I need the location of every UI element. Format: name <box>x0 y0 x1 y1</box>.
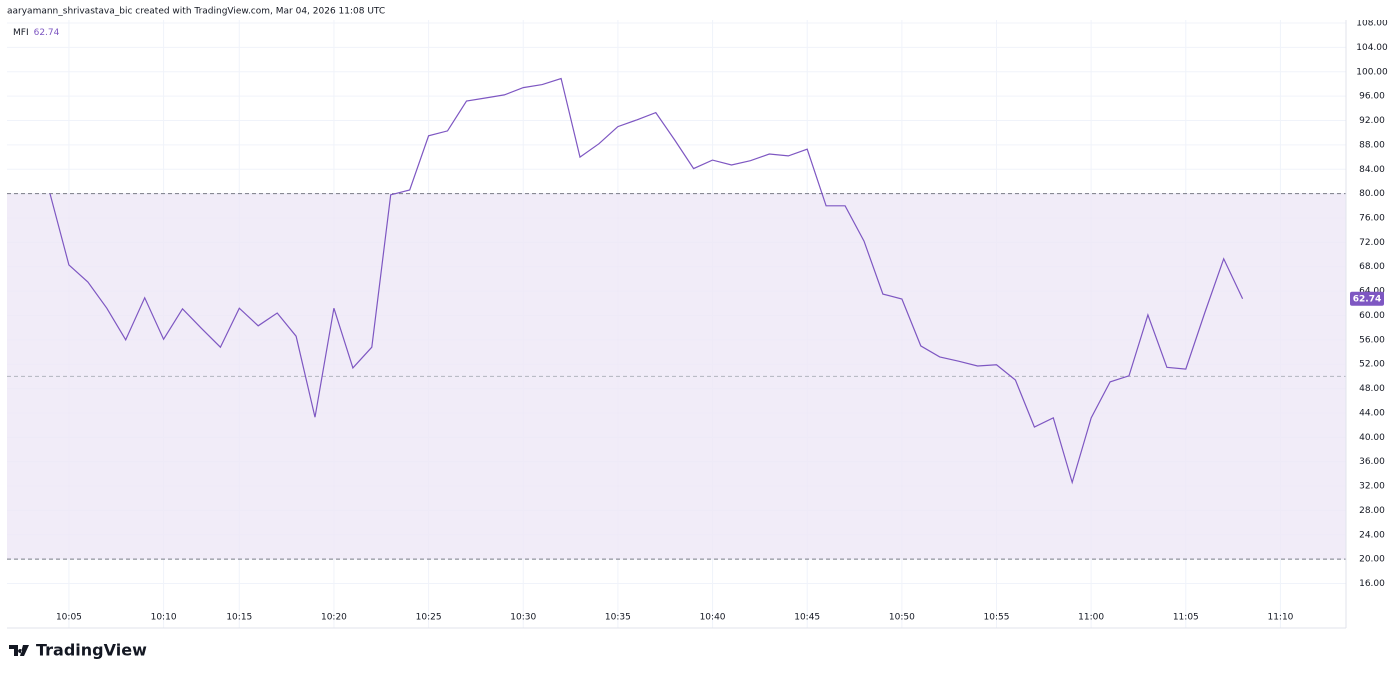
y-tick-label: 40.00 <box>1359 433 1385 443</box>
y-tick-label: 36.00 <box>1359 457 1385 467</box>
axes: 16.00 20.00 24.00 28.00 32.00 36.00 40.00 44.00… <box>56 19 1388 623</box>
logo-text: TradingView <box>36 641 147 660</box>
header-bg <box>0 0 1400 20</box>
y-tick-label: 44.00 <box>1359 408 1385 418</box>
legend: MFI 62.74 <box>13 28 60 38</box>
y-tick-label: 108.00 <box>1356 19 1388 29</box>
legend-value: 62.74 <box>34 28 60 38</box>
y-tick-label: 84.00 <box>1359 165 1385 175</box>
attribution: aaryamann_shrivastava_bic created with T… <box>7 7 385 17</box>
y-tick-label: 20.00 <box>1359 555 1385 565</box>
y-tick-label: 24.00 <box>1359 530 1385 540</box>
x-tick-label: 10:10 <box>151 613 177 623</box>
price-tag <box>1350 291 1384 306</box>
x-tick-label: 10:05 <box>56 613 82 623</box>
y-tick-label: 80.00 <box>1359 189 1385 199</box>
x-tick-label: 10:15 <box>226 613 252 623</box>
y-tick-label: 64.00 <box>1359 287 1385 297</box>
x-tick-label: 11:00 <box>1078 613 1104 623</box>
y-tick-label: 72.00 <box>1359 238 1385 248</box>
y-tick-label: 32.00 <box>1359 482 1385 492</box>
mfi-line <box>49 77 1244 485</box>
plot <box>7 77 1346 560</box>
y-tick-label: 88.00 <box>1359 140 1385 150</box>
logo-icon <box>9 645 29 656</box>
y-tick-label: 48.00 <box>1359 384 1385 394</box>
x-tick-label: 10:25 <box>416 613 442 623</box>
y-tick-label: 52.00 <box>1359 360 1385 370</box>
x-tick-label: 10:40 <box>700 613 726 623</box>
y-tick-label: 104.00 <box>1356 43 1388 53</box>
y-tick-label: 96.00 <box>1359 92 1385 102</box>
legend-name: MFI <box>13 28 29 38</box>
y-tick-label: 76.00 <box>1359 213 1385 223</box>
y-tick-label: 68.00 <box>1359 262 1385 272</box>
x-tick-label: 10:45 <box>794 613 820 623</box>
y-tick-label: 92.00 <box>1359 116 1385 126</box>
x-tick-label: 10:55 <box>984 613 1010 623</box>
x-tick-label: 10:50 <box>889 613 915 623</box>
x-tick-label: 11:05 <box>1173 613 1199 623</box>
x-tick-label: 11:10 <box>1267 613 1293 623</box>
price-tag-label: 62.74 <box>1353 294 1381 304</box>
x-tick-label: 10:35 <box>605 613 631 623</box>
x-tick-label: 10:20 <box>321 613 347 623</box>
y-tick-label: 16.00 <box>1359 579 1385 589</box>
x-tick-label: 10:30 <box>510 613 536 623</box>
band-fill <box>7 193 1346 560</box>
y-tick-label: 28.00 <box>1359 506 1385 516</box>
y-tick-label: 100.00 <box>1356 67 1388 77</box>
y-tick-label: 56.00 <box>1359 335 1385 345</box>
y-tick-label: 60.00 <box>1359 311 1385 321</box>
logo: TradingView <box>9 641 147 660</box>
